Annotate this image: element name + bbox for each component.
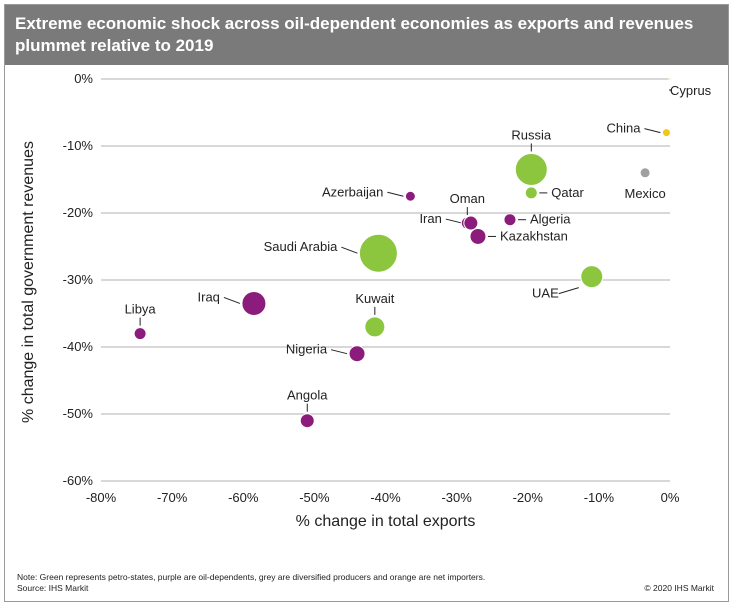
tick-labels: 0% -10% -20% -30% -40% -50% -60% -80% -70% -60% -5… xyxy=(63,71,680,505)
x-tick-label: 0% xyxy=(661,490,680,505)
point-angola xyxy=(299,413,315,429)
x-tick-label: -50% xyxy=(299,490,330,505)
x-tick-label: -70% xyxy=(157,490,188,505)
y-tick-label: -30% xyxy=(63,272,94,287)
y-tick-label: 0% xyxy=(74,71,93,86)
leader-line-azerbaijan xyxy=(387,191,404,197)
footnote-source: Source: IHS Markit xyxy=(17,583,89,593)
leader-line-iran xyxy=(445,218,462,224)
point-azerbaijan xyxy=(404,190,416,202)
leader-line-china xyxy=(644,128,661,134)
label-qatar: Qatar xyxy=(551,185,584,200)
point-cyprus xyxy=(668,77,672,81)
gridlines xyxy=(101,78,670,482)
y-tick-label: -20% xyxy=(63,205,94,220)
y-axis-title: % change in total government revenues xyxy=(20,141,37,423)
label-kazakhstan: Kazakhstan xyxy=(500,228,568,243)
x-axis-title: % change in total exports xyxy=(296,513,476,530)
leader-line-saudi-arabia xyxy=(341,246,358,254)
point-labels: Cyprus China Mexico Russia Qatar Oman Iran Alge… xyxy=(125,83,712,403)
title-bar: Extreme economic shock across oil-depend… xyxy=(5,5,728,65)
copyright: © 2020 IHS Markit xyxy=(644,583,714,593)
label-kuwait: Kuwait xyxy=(355,291,394,306)
label-saudi-arabia: Saudi Arabia xyxy=(264,239,338,254)
point-iran xyxy=(463,215,479,231)
label-angola: Angola xyxy=(287,388,328,403)
point-kazakhstan xyxy=(469,227,487,245)
y-tick-label: -10% xyxy=(63,138,94,153)
label-oman: Oman xyxy=(450,191,485,206)
label-cyprus: Cyprus xyxy=(670,83,712,98)
label-algeria: Algeria xyxy=(530,212,571,227)
point-uae xyxy=(580,265,604,289)
point-china xyxy=(661,128,671,138)
point-nigeria xyxy=(348,345,366,363)
x-tick-label: -40% xyxy=(370,490,401,505)
chart-title: Extreme economic shock across oil-depend… xyxy=(15,14,694,55)
footnote-note: Note: Green represents petro-states, pur… xyxy=(17,572,486,582)
label-iraq: Iraq xyxy=(198,289,220,304)
data-points xyxy=(133,77,672,429)
point-iraq xyxy=(241,290,267,316)
point-russia xyxy=(514,152,548,186)
point-saudi-arabia xyxy=(358,233,398,273)
point-kuwait xyxy=(364,316,386,338)
footnote: Note: Green represents petro-states, pur… xyxy=(17,572,485,594)
x-tick-label: -10% xyxy=(584,490,615,505)
label-libya: Libya xyxy=(125,302,157,317)
point-qatar xyxy=(524,186,538,200)
x-tick-label: -30% xyxy=(441,490,472,505)
x-tick-label: -20% xyxy=(513,490,544,505)
leader-lines xyxy=(139,89,671,412)
label-nigeria: Nigeria xyxy=(286,342,328,357)
point-algeria xyxy=(503,213,517,227)
label-russia: Russia xyxy=(511,127,552,142)
point-libya xyxy=(133,327,147,341)
y-tick-label: -60% xyxy=(63,473,94,488)
y-tick-label: -40% xyxy=(63,339,94,354)
leader-line-iraq xyxy=(223,296,241,304)
leader-line-nigeria xyxy=(330,349,348,355)
leader-line-uae xyxy=(558,287,579,295)
label-azerbaijan: Azerbaijan xyxy=(322,184,383,199)
chart-frame: Extreme economic shock across oil-depend… xyxy=(4,4,729,602)
x-tick-label: -60% xyxy=(228,490,259,505)
label-mexico: Mexico xyxy=(625,186,666,201)
x-tick-label: -80% xyxy=(86,490,117,505)
label-uae: UAE xyxy=(532,286,559,301)
point-mexico xyxy=(639,167,651,179)
label-china: China xyxy=(606,121,641,136)
scatter-chart: 0% -10% -20% -30% -40% -50% -60% -80% -70% -60% -5… xyxy=(20,71,712,530)
y-tick-label: -50% xyxy=(63,406,94,421)
label-iran: Iran xyxy=(419,211,441,226)
